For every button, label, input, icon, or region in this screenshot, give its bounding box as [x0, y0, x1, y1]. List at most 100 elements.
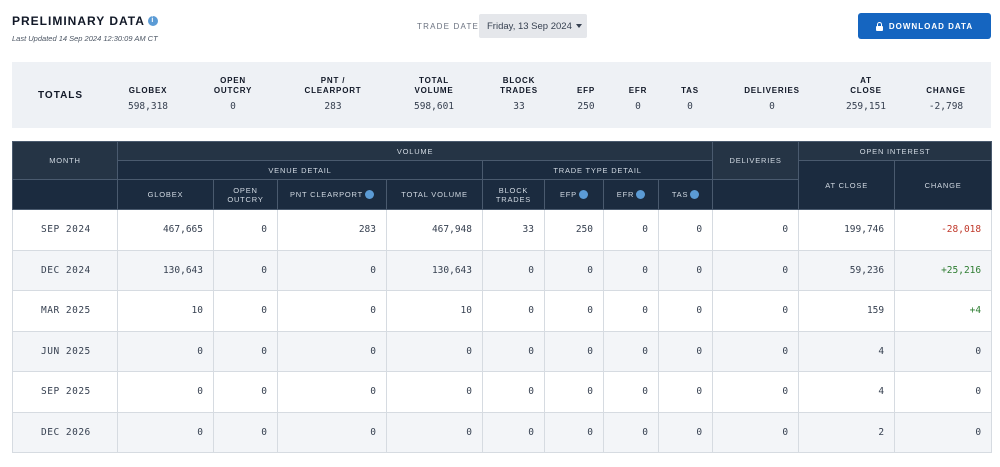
month-cell: DEC 2024 [12, 249, 118, 291]
header-change: CHANGE [894, 160, 993, 210]
trade-date-value: Friday, 13 Sep 2024 [487, 20, 572, 32]
efp-cell: 0 [544, 330, 604, 372]
total-cell: 130,643 [386, 249, 483, 291]
efr-cell: 0 [603, 371, 659, 413]
totals-label: TOTALS [38, 90, 84, 101]
totals-block-trades: BLOCK TRADES 33 [500, 76, 538, 112]
pnt-cell: 0 [277, 411, 387, 453]
total-cell: 10 [386, 290, 483, 332]
header-pnt-clearport: PNT CLEARPORT [277, 179, 387, 210]
totals-efp: EFP 250 [577, 85, 595, 113]
block-cell: 0 [482, 371, 545, 413]
block-cell: 0 [482, 290, 545, 332]
efr-cell: 0 [603, 249, 659, 291]
deliveries-cell: 0 [712, 249, 800, 291]
globex-cell: 10 [117, 290, 214, 332]
download-data-label: DOWNLOAD DATA [888, 21, 974, 31]
deliveries-cell: 0 [712, 290, 800, 332]
at-close-cell: 59,236 [798, 249, 896, 291]
totals-pnt-clearport: PNT / CLEARPORT 283 [304, 76, 362, 112]
info-icon[interactable] [690, 190, 700, 200]
tas-cell: 0 [657, 209, 714, 251]
page-title-text: PRELIMINARY DATA [12, 14, 145, 28]
info-icon[interactable] [579, 190, 588, 200]
info-icon[interactable] [365, 190, 375, 200]
efr-cell: 0 [603, 209, 659, 251]
total-cell: 0 [386, 411, 483, 453]
change-cell: 0 [894, 330, 993, 372]
totals-total-volume: TOTAL VOLUME 598,601 [413, 76, 455, 112]
header-efp: EFP [544, 179, 604, 210]
change-cell: -28,018 [894, 209, 993, 251]
month-cell: SEP 2024 [12, 209, 118, 251]
download-data-button[interactable]: DOWNLOAD DATA [858, 13, 991, 39]
pnt-cell: 0 [277, 330, 387, 372]
globex-cell: 0 [117, 330, 214, 372]
header-month-spacer [12, 179, 118, 210]
change-cell: 0 [894, 411, 993, 453]
totals-bar: TOTALS GLOBEX 598,318 OPEN OUTCRY 0 PNT / … [12, 62, 991, 128]
tas-cell: 0 [657, 290, 714, 332]
table-row: JUN 2025 0 0 0 0 0 0 0 0 0 4 0 [12, 330, 993, 372]
header-at-close: AT CLOSE [798, 160, 896, 210]
at-close-cell: 159 [798, 290, 896, 332]
totals-at-close: AT CLOSE 259,151 [845, 76, 887, 112]
change-cell: 0 [894, 371, 993, 413]
pnt-cell: 283 [277, 209, 387, 251]
deliveries-cell: 0 [712, 411, 800, 453]
header-month: MONTH [12, 141, 118, 180]
change-cell: +4 [894, 290, 993, 332]
globex-cell: 467,665 [117, 209, 214, 251]
pnt-cell: 0 [277, 290, 387, 332]
title-block: PRELIMINARY DATA i Last Updated 14 Sep 2… [12, 14, 158, 43]
open-outcry-cell: 0 [213, 209, 278, 251]
efp-cell: 0 [544, 249, 604, 291]
table-row: MAR 2025 10 0 0 10 0 0 0 0 0 159 +4 [12, 290, 993, 332]
month-cell: DEC 2026 [12, 411, 118, 453]
block-cell: 0 [482, 330, 545, 372]
header-deliveries-spacer [712, 179, 800, 210]
open-outcry-cell: 0 [213, 411, 278, 453]
efr-cell: 0 [603, 290, 659, 332]
header-globex: GLOBEX [117, 179, 214, 210]
efp-cell: 250 [544, 209, 604, 251]
header-open-interest: OPEN INTEREST [798, 141, 993, 161]
deliveries-cell: 0 [712, 330, 800, 372]
info-icon[interactable]: i [147, 16, 158, 26]
pnt-cell: 0 [277, 249, 387, 291]
block-cell: 0 [482, 249, 545, 291]
table-row: DEC 2024 130,643 0 0 130,643 0 0 0 0 0 59,236 +25,2… [12, 249, 993, 291]
header-venue-detail: VENUE DETAIL [117, 160, 483, 180]
total-cell: 0 [386, 371, 483, 413]
efp-cell: 0 [544, 411, 604, 453]
at-close-cell: 4 [798, 371, 896, 413]
month-cell: SEP 2025 [12, 371, 118, 413]
at-close-cell: 199,746 [798, 209, 896, 251]
globex-cell: 130,643 [117, 249, 214, 291]
pnt-cell: 0 [277, 371, 387, 413]
info-icon[interactable] [636, 190, 646, 200]
header-total-volume: TOTAL VOLUME [386, 179, 483, 210]
last-updated: Last Updated 14 Sep 2024 12:30:09 AM CT [12, 34, 158, 43]
caret-down-icon [575, 24, 582, 28]
efp-cell: 0 [544, 290, 604, 332]
open-outcry-cell: 0 [213, 371, 278, 413]
trade-date-dropdown[interactable]: Friday, 13 Sep 2024 [479, 14, 587, 38]
efr-cell: 0 [603, 330, 659, 372]
totals-deliveries: DELIVERIES 0 [744, 85, 800, 113]
page-header: PRELIMINARY DATA i Last Updated 14 Sep 2… [0, 0, 1000, 60]
totals-change: CHANGE -2,798 [926, 85, 966, 113]
total-cell: 0 [386, 330, 483, 372]
header-volume: VOLUME [116, 141, 714, 161]
tas-cell: 0 [657, 371, 714, 413]
tas-cell: 0 [657, 330, 714, 372]
header-open-outcry: OPEN OUTCRY [213, 179, 278, 210]
open-outcry-cell: 0 [213, 330, 278, 372]
change-cell: +25,216 [894, 249, 993, 291]
globex-cell: 0 [117, 371, 214, 413]
header-tas: TAS [657, 179, 714, 210]
total-cell: 467,948 [386, 209, 483, 251]
trade-date-label: TRADE DATE [417, 22, 480, 31]
totals-globex: GLOBEX 598,318 [127, 85, 169, 113]
totals-open-outcry: OPEN OUTCRY 0 [213, 76, 253, 112]
